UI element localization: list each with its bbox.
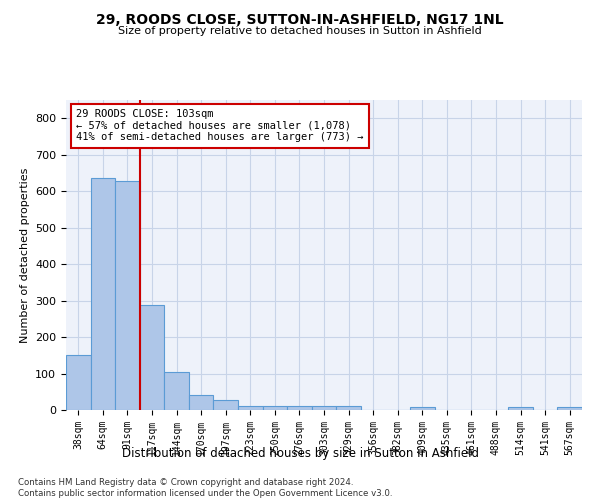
Bar [189,394,214,410]
Y-axis label: Number of detached properties: Number of detached properties [20,168,29,342]
Bar [508,407,533,410]
Text: Contains HM Land Registry data © Crown copyright and database right 2024.
Contai: Contains HM Land Registry data © Crown c… [18,478,392,498]
Bar [140,306,164,410]
Bar [238,406,263,410]
Text: 29, ROODS CLOSE, SUTTON-IN-ASHFIELD, NG17 1NL: 29, ROODS CLOSE, SUTTON-IN-ASHFIELD, NG1… [96,12,504,26]
Bar [214,400,238,410]
Bar [115,182,140,410]
Bar [263,406,287,410]
Bar [410,407,434,410]
Bar [66,356,91,410]
Bar [336,406,361,410]
Text: Distribution of detached houses by size in Sutton in Ashfield: Distribution of detached houses by size … [121,448,479,460]
Bar [287,406,312,410]
Bar [557,407,582,410]
Bar [91,178,115,410]
Bar [164,372,189,410]
Bar [312,406,336,410]
Text: 29 ROODS CLOSE: 103sqm
← 57% of detached houses are smaller (1,078)
41% of semi-: 29 ROODS CLOSE: 103sqm ← 57% of detached… [76,110,364,142]
Text: Size of property relative to detached houses in Sutton in Ashfield: Size of property relative to detached ho… [118,26,482,36]
